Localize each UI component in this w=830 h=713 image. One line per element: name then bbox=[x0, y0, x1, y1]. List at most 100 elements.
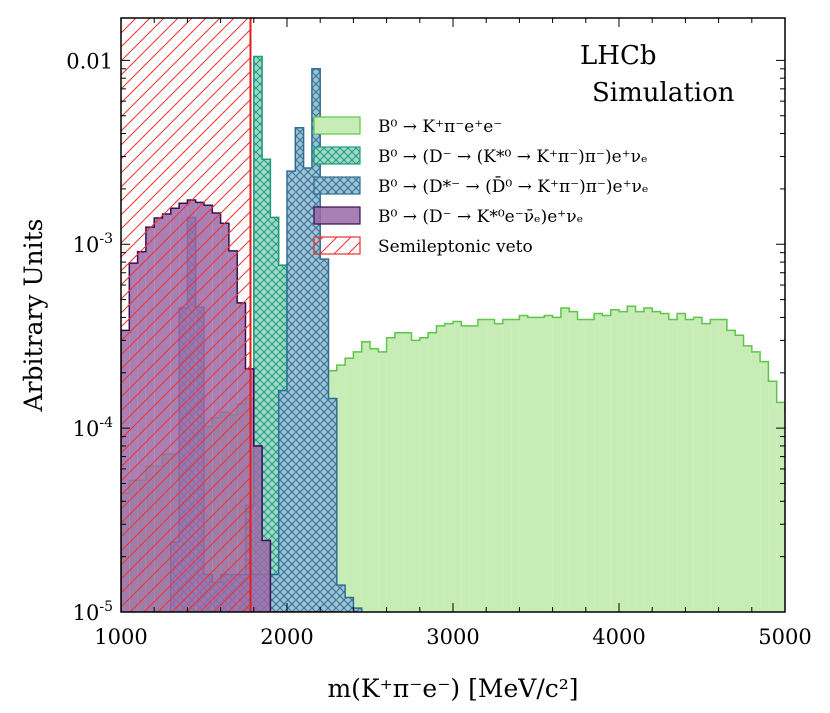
bar-signal-51 bbox=[544, 315, 553, 612]
bar-signal-75 bbox=[743, 345, 752, 612]
legend-entry-dmunu: B⁰ → (D⁻ → (K*⁰ → K⁺π⁻)π⁻)e⁺νₑ bbox=[313, 146, 648, 167]
bar-hatch-dstar-21 bbox=[345, 597, 354, 612]
bar-signal-36 bbox=[419, 337, 429, 612]
x-tick-label: 3000 bbox=[426, 625, 479, 649]
bar-hatch-dmunu-1 bbox=[253, 56, 263, 612]
bar-signal-54 bbox=[569, 311, 578, 612]
bar-signal-41 bbox=[461, 325, 470, 612]
bar-hatch-dstar-16 bbox=[303, 167, 312, 612]
bar-hatch-dstar-18 bbox=[320, 259, 329, 612]
y-tick-label: 10-3 bbox=[73, 231, 113, 257]
legend-label: B⁰ → (D⁻ → K*⁰e⁻ν̄ₑ)e⁺νₑ bbox=[378, 207, 583, 227]
legend-label: B⁰ → (D*⁻ → (D̄⁰ → K⁺π⁻)π⁻)e⁺νₑ bbox=[378, 175, 648, 197]
bar-signal-49 bbox=[527, 317, 536, 612]
bar-signal-71 bbox=[710, 319, 719, 612]
legend-entry-dsl: B⁰ → (D⁻ → K*⁰e⁻ν̄ₑ)e⁺νₑ bbox=[313, 206, 583, 227]
legend-entry-veto: Semileptonic veto bbox=[313, 236, 533, 257]
bar-hatch-dstar-22 bbox=[353, 608, 362, 612]
bar-hatch-dstar-15 bbox=[295, 127, 304, 612]
legend-swatch bbox=[313, 206, 361, 225]
bar-signal-70 bbox=[702, 323, 711, 612]
bar-signal-60 bbox=[619, 311, 628, 612]
bar-signal-64 bbox=[652, 311, 661, 612]
bar-signal-68 bbox=[685, 319, 694, 612]
x-tick-label: 4000 bbox=[592, 625, 645, 649]
bar-signal-30 bbox=[370, 348, 379, 612]
bar-signal-35 bbox=[411, 340, 420, 612]
x-tick-label: 1000 bbox=[94, 625, 147, 649]
bar-signal-62 bbox=[635, 311, 644, 612]
y-tick-label: 10-4 bbox=[73, 415, 113, 441]
bar-signal-31 bbox=[378, 351, 387, 612]
bar-signal-58 bbox=[602, 315, 611, 612]
bar-signal-77 bbox=[760, 361, 769, 612]
bar-signal-63 bbox=[643, 308, 653, 612]
bar-signal-42 bbox=[469, 325, 478, 612]
bar-signal-81 bbox=[793, 423, 801, 612]
bar-signal-32 bbox=[386, 337, 395, 612]
bar-hatch-dstar-13 bbox=[278, 390, 287, 612]
bar-hatch-dstar-14 bbox=[287, 171, 296, 612]
bar-signal-67 bbox=[677, 313, 686, 612]
bar-signal-26 bbox=[336, 365, 346, 612]
x-tick-label: 2000 bbox=[260, 625, 313, 649]
bar-hatch-dstar-19 bbox=[328, 398, 337, 612]
veto-layer bbox=[121, 18, 252, 612]
bar-signal-29 bbox=[361, 341, 370, 612]
bar-hatch-dmunu-3 bbox=[270, 217, 279, 612]
legend-swatch-hatch bbox=[314, 177, 360, 194]
bar-dsl-17 bbox=[262, 540, 271, 612]
bar-signal-55 bbox=[577, 319, 586, 612]
legend-label: B⁰ → (D⁻ → (K*⁰ → K⁺π⁻)π⁻)e⁺νₑ bbox=[378, 147, 648, 167]
bar-signal-61 bbox=[627, 306, 636, 612]
bar-signal-79 bbox=[776, 402, 785, 612]
bar-signal-50 bbox=[536, 317, 545, 612]
bar-signal-38 bbox=[436, 325, 445, 612]
bar-signal-27 bbox=[345, 358, 354, 612]
legend-swatch-hatch bbox=[314, 147, 360, 164]
bar-signal-74 bbox=[735, 335, 744, 612]
simulation-label: Simulation bbox=[592, 78, 735, 108]
bar-signal-56 bbox=[585, 319, 595, 612]
bar-signal-52 bbox=[552, 317, 561, 612]
bar-signal-69 bbox=[693, 317, 702, 612]
bar-dsl-16 bbox=[253, 445, 263, 612]
legend-label: B⁰ → K⁺π⁻e⁺e⁻ bbox=[378, 117, 502, 137]
bar-signal-78 bbox=[768, 381, 777, 612]
legend-entry-dstar: B⁰ → (D*⁻ → (D̄⁰ → K⁺π⁻)π⁻)e⁺νₑ bbox=[313, 175, 648, 197]
x-axis-title: m(K⁺π⁻e⁻) [MeV/c²] bbox=[327, 674, 578, 703]
bar-signal-83 bbox=[810, 480, 818, 612]
bar-signal-65 bbox=[660, 313, 669, 612]
bar-signal-39 bbox=[444, 323, 453, 612]
bar-signal-73 bbox=[726, 330, 736, 612]
bar-signal-34 bbox=[403, 332, 412, 612]
bar-signal-82 bbox=[802, 454, 810, 612]
tick-layer: 1000 2000 3000 4000 5000 0.01 10-3 10-4 10-5 bbox=[66, 18, 812, 649]
bar-signal-47 bbox=[511, 319, 520, 612]
bar-signal-72 bbox=[718, 319, 727, 612]
bar-signal-28 bbox=[353, 351, 362, 612]
bar-hatch-dstar-12 bbox=[270, 574, 279, 612]
bar-signal-45 bbox=[494, 323, 503, 612]
veto-region bbox=[121, 18, 251, 612]
bar-signal-80 bbox=[785, 412, 793, 612]
bar-signal-40 bbox=[453, 321, 462, 612]
x-tick-label: 5000 bbox=[758, 625, 811, 649]
bar-signal-76 bbox=[751, 351, 761, 612]
legend-swatch bbox=[313, 236, 361, 255]
bar-signal-46 bbox=[502, 319, 512, 612]
legend-entry-signal: B⁰ → K⁺π⁻e⁺e⁻ bbox=[313, 116, 502, 137]
bar-signal-57 bbox=[594, 313, 603, 612]
bar-signal-33 bbox=[394, 332, 404, 612]
bar-signal-43 bbox=[477, 319, 487, 612]
bar-hatch-dstar-17 bbox=[311, 68, 321, 612]
bar-signal-53 bbox=[560, 308, 570, 612]
legend: B⁰ → K⁺π⁻e⁺e⁻ B⁰ → (D⁻ → (K*⁰ → K⁺π⁻)π⁻)e… bbox=[313, 116, 648, 257]
y-tick-label: 0.01 bbox=[66, 49, 113, 73]
bar-hatch-dstar-20 bbox=[336, 585, 346, 612]
legend-label: Semileptonic veto bbox=[378, 237, 533, 257]
y-tick-label: 10-5 bbox=[73, 599, 113, 625]
bar-hatch-dmunu-2 bbox=[262, 159, 271, 612]
legend-swatch bbox=[313, 116, 361, 135]
